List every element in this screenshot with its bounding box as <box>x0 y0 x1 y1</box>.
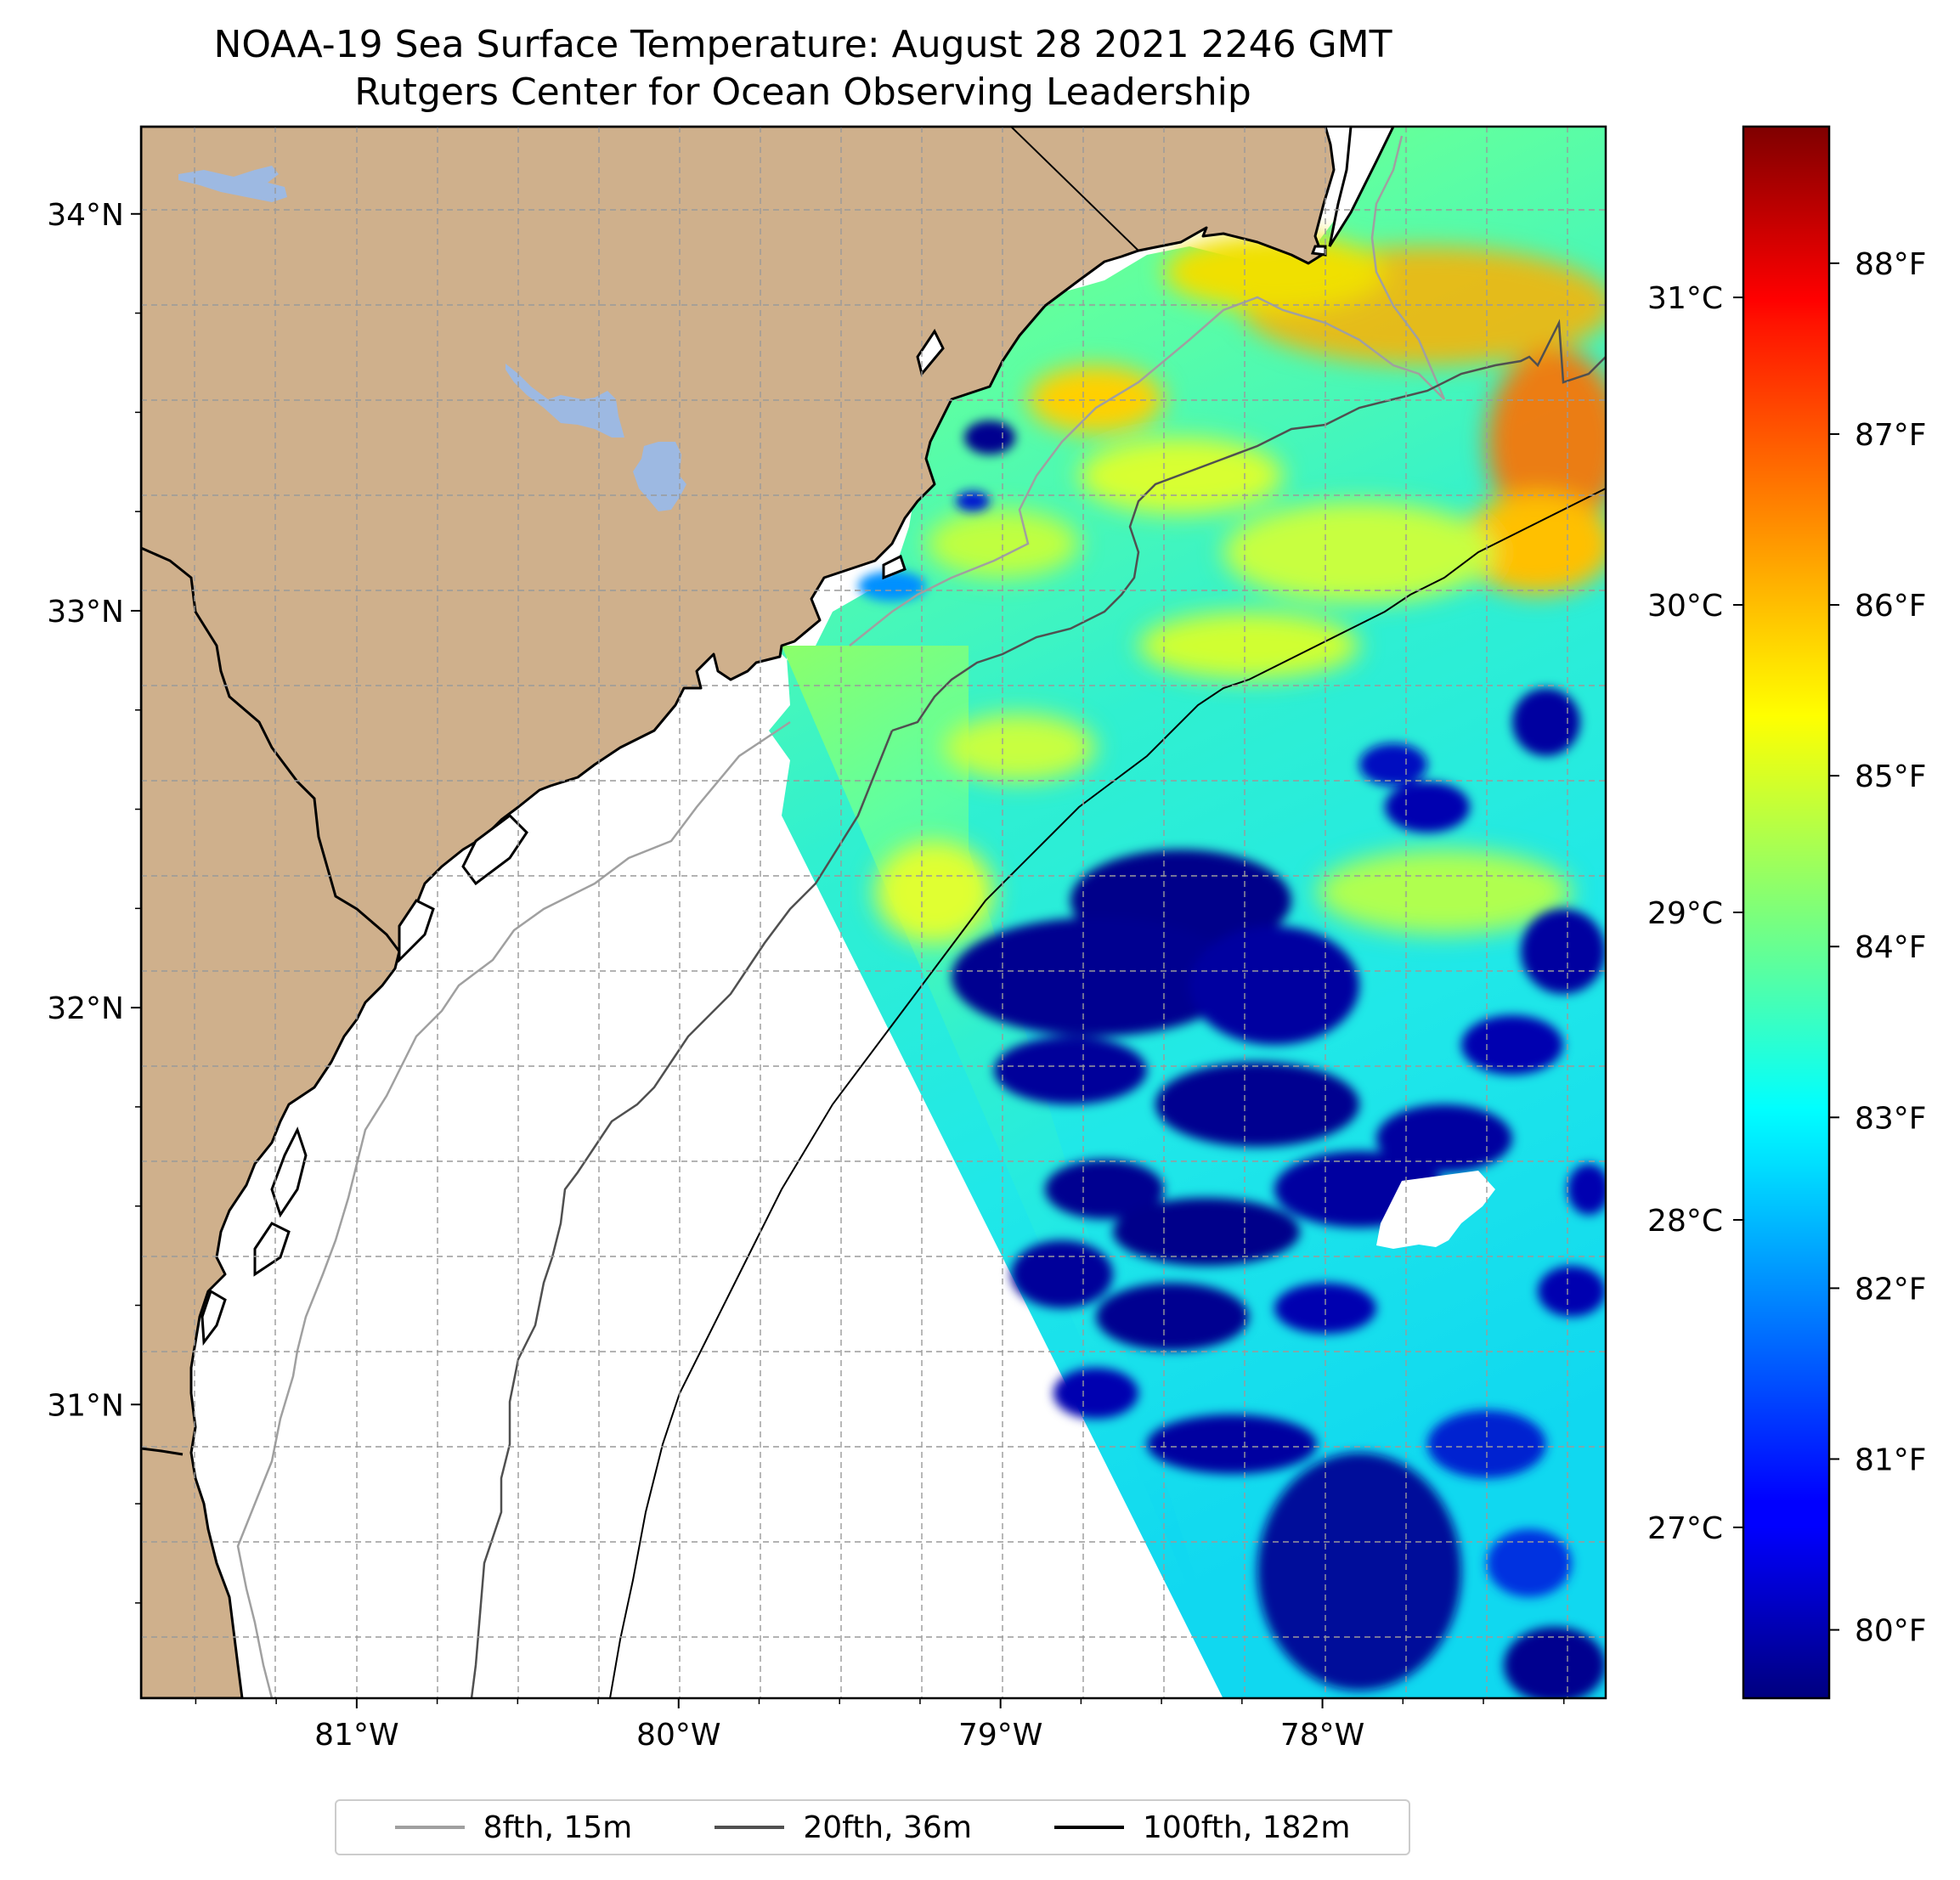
colorbar-f-label: 84°F <box>1855 930 1927 965</box>
colorbar-f-label: 85°F <box>1855 759 1927 794</box>
state-border <box>1010 127 1139 251</box>
gridlines <box>141 127 1606 1698</box>
isobath-20fth <box>470 319 1606 1698</box>
sst-swath <box>765 127 1606 1698</box>
map-area <box>141 127 1606 1698</box>
legend-label-100fth: 100fth, 182m <box>1143 1809 1351 1845</box>
legend-item-8fth: 8fth, 15m <box>394 1809 633 1845</box>
colorbar-f-label: 88°F <box>1855 247 1927 282</box>
lon-tick-label: 78°W <box>1280 1718 1364 1753</box>
colorbar-c-label: 30°C <box>1647 589 1723 624</box>
colorbar <box>1742 125 1831 1700</box>
coastal-islands <box>201 127 1395 1346</box>
colorbar-c-label: 29°C <box>1647 896 1723 931</box>
map-frame <box>139 125 1607 1700</box>
lon-tick-label: 80°W <box>636 1718 720 1753</box>
colorbar-f-label: 87°F <box>1855 418 1927 453</box>
colorbar-c-label: 28°C <box>1647 1204 1723 1239</box>
isobath-legend: 8fth, 15m 20fth, 36m 100fth, 182m <box>335 1799 1410 1855</box>
chart-title: NOAA-19 Sea Surface Temperature: August … <box>213 23 1392 66</box>
lat-tick-label: 32°N <box>47 991 124 1026</box>
legend-swatch-100fth <box>1054 1826 1125 1829</box>
colorbar-axes: 88°F 87°F 86°F 85°F 84°F 83°F 82°F 81°F 80°F 31°C… <box>1647 247 1926 1649</box>
legend-label-20fth: 20fth, 36m <box>803 1809 972 1845</box>
legend-item-100fth: 100fth, 182m <box>1054 1810 1350 1845</box>
sst-cool-patches <box>858 421 1606 1698</box>
colorbar-c-label: 27°C <box>1647 1511 1723 1546</box>
legend-swatch-20fth <box>715 1826 785 1829</box>
map-axes: 81°W 80°W 79°W 78°W 34°N 33°N 32°N 31°N <box>47 198 1565 1753</box>
lat-tick-label: 34°N <box>47 198 124 233</box>
colorbar-f-label: 81°F <box>1855 1442 1927 1477</box>
colorbar-f-label: 80°F <box>1855 1614 1927 1649</box>
lon-tick-label: 81°W <box>314 1718 398 1753</box>
colorbar-f-label: 83°F <box>1855 1101 1927 1136</box>
colorbar-f-label: 82°F <box>1855 1272 1927 1307</box>
lat-tick-label: 33°N <box>47 595 124 629</box>
land <box>141 127 1336 1698</box>
lon-tick-label: 79°W <box>958 1718 1042 1753</box>
colorbar-c-label: 31°C <box>1647 281 1723 316</box>
sst-warm-patches <box>875 234 1606 943</box>
chart-subtitle: Rutgers Center for Ocean Observing Leade… <box>354 71 1251 114</box>
lat-tick-label: 31°N <box>47 1388 124 1423</box>
legend-swatch-8fth <box>394 1826 465 1829</box>
colorbar-f-label: 86°F <box>1855 589 1927 624</box>
legend-item-20fth: 20fth, 36m <box>715 1810 972 1845</box>
isobath-8fth <box>236 135 1446 1698</box>
legend-label-8fth: 8fth, 15m <box>483 1809 633 1845</box>
